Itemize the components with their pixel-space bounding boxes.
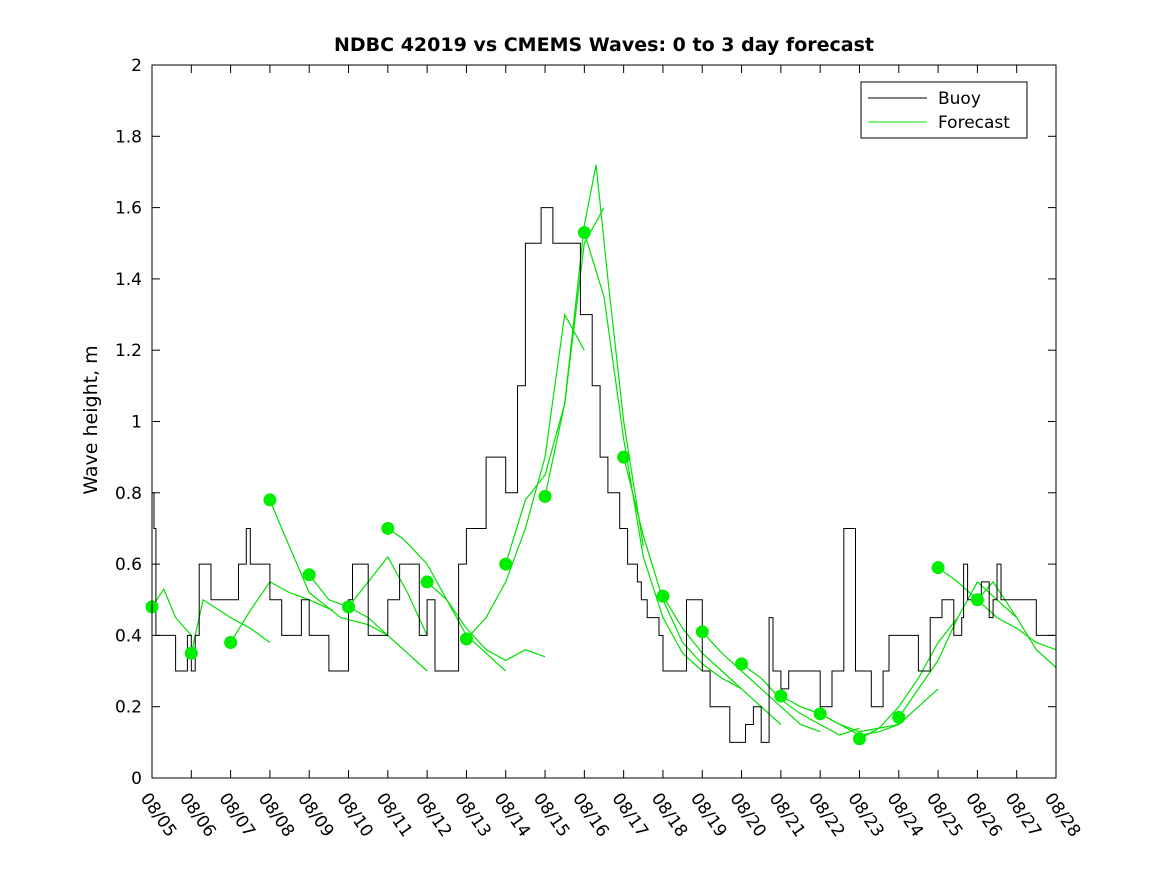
forecast-line — [976, 580, 1057, 668]
forecast-line — [701, 631, 821, 733]
y-tick-label: 0.4 — [115, 626, 142, 646]
x-tick-label: 08/13 — [450, 789, 494, 841]
x-tick-label: 08/14 — [490, 789, 534, 841]
forecast-line — [426, 581, 546, 662]
forecast-marker — [538, 489, 552, 503]
forecast-marker — [735, 657, 749, 671]
x-tick-label: 08/12 — [411, 789, 455, 841]
forecast-marker — [852, 732, 866, 746]
y-axis-label: Wave height, m — [80, 345, 102, 494]
forecast-marker — [577, 226, 591, 240]
y-tick-label: 0.2 — [115, 698, 142, 718]
forecast-line — [819, 688, 939, 736]
legend-label-buoy: Buoy — [938, 89, 981, 109]
x-tick-label: 08/07 — [215, 789, 259, 841]
forecast-marker — [499, 557, 513, 571]
x-tick-label: 08/20 — [725, 789, 769, 841]
forecast-line — [741, 663, 860, 736]
forecast-marker — [420, 575, 434, 589]
legend: Buoy Forecast — [860, 81, 1028, 139]
forecast-marker — [184, 646, 198, 660]
x-axis: 08/0508/0608/0708/0808/0908/1008/1108/12… — [136, 65, 1084, 841]
forecast-line — [623, 456, 742, 690]
forecast-line — [230, 581, 334, 643]
forecast-marker — [617, 450, 631, 464]
y-tick-label: 0.8 — [115, 484, 142, 504]
y-tick-label: 1 — [131, 413, 142, 433]
x-tick-label: 08/15 — [529, 789, 573, 841]
y-tick-label: 1.4 — [115, 270, 142, 290]
forecast-line — [544, 164, 644, 547]
x-tick-label: 08/11 — [372, 789, 416, 841]
forecast-marker — [263, 493, 277, 507]
x-tick-label: 08/06 — [175, 789, 219, 841]
legend-label-forecast: Forecast — [938, 113, 1010, 133]
buoy-series — [152, 207, 1056, 743]
forecast-marker — [931, 561, 945, 575]
forecast-line — [269, 499, 389, 636]
y-tick-label: 0 — [131, 769, 142, 789]
forecast-marker — [656, 589, 670, 603]
y-tick-label: 2 — [131, 56, 142, 76]
forecast-marker — [342, 600, 356, 614]
forecast-marker — [224, 636, 238, 650]
chart-title: NDBC 42019 vs CMEMS Waves: 0 to 3 day fo… — [334, 34, 874, 56]
forecast-series — [151, 164, 1057, 740]
forecast-markers — [145, 226, 984, 746]
x-tick-label: 08/18 — [647, 789, 691, 841]
forecast-line — [662, 595, 782, 725]
forecast-marker — [970, 593, 984, 607]
legend-box — [860, 81, 1028, 139]
x-tick-label: 08/08 — [254, 789, 298, 841]
x-tick-label: 08/10 — [332, 789, 376, 841]
forecast-marker — [813, 707, 827, 721]
x-tick-label: 08/25 — [922, 789, 966, 841]
x-tick-label: 08/24 — [883, 789, 927, 841]
x-tick-label: 08/09 — [293, 789, 337, 841]
forecast-marker — [302, 568, 316, 582]
x-tick-label: 08/17 — [608, 789, 652, 841]
x-tick-label: 08/26 — [961, 789, 1005, 841]
buoy-line — [152, 207, 1056, 743]
x-tick-label: 08/22 — [804, 789, 848, 841]
y-tick-label: 1.8 — [115, 127, 142, 147]
plot-area — [145, 164, 1057, 746]
forecast-line — [937, 567, 1057, 651]
x-tick-label: 08/28 — [1040, 789, 1084, 841]
x-tick-label: 08/21 — [765, 789, 809, 841]
forecast-line — [348, 555, 428, 636]
x-tick-label: 08/19 — [686, 789, 730, 841]
forecast-line — [859, 617, 959, 740]
forecast-marker — [774, 689, 788, 703]
y-axis: 0 0.2 0.4 0.6 0.8 1 1.2 1.4 1.6 1.8 2 — [115, 56, 1056, 789]
forecast-marker — [892, 710, 906, 724]
forecast-line — [465, 312, 585, 640]
forecast-line — [583, 232, 703, 672]
y-tick-label: 1.6 — [115, 199, 142, 219]
x-tick-label: 08/23 — [843, 789, 887, 841]
forecast-marker — [695, 625, 709, 639]
x-tick-label: 08/16 — [568, 789, 612, 841]
forecast-line — [898, 580, 1018, 718]
forecast-line — [151, 587, 192, 636]
x-tick-label: 08/27 — [1001, 789, 1045, 841]
forecast-marker — [381, 521, 395, 535]
forecast-marker — [459, 632, 473, 646]
y-tick-label: 0.6 — [115, 555, 142, 575]
y-tick-label: 1.2 — [115, 341, 142, 361]
x-tick-label: 08/05 — [136, 789, 180, 841]
